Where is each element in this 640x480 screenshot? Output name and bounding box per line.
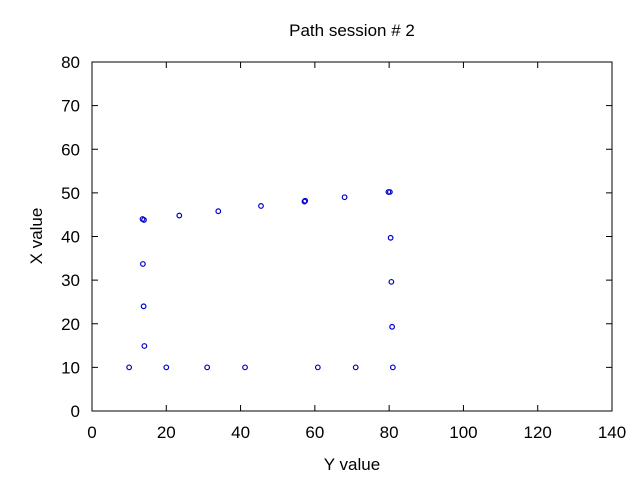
data-point bbox=[389, 364, 396, 371]
x-tick-label: 80 bbox=[380, 423, 399, 442]
plot-frame bbox=[91, 61, 613, 412]
x-tick-label: 20 bbox=[157, 423, 176, 442]
data-point bbox=[388, 278, 395, 285]
data-point bbox=[302, 197, 309, 204]
data-point bbox=[176, 212, 183, 219]
x-tick-label: 40 bbox=[231, 423, 250, 442]
x-tick-label: 60 bbox=[305, 423, 324, 442]
data-point bbox=[215, 208, 222, 215]
y-tick-label: 70 bbox=[61, 97, 80, 116]
x-tick-label: 140 bbox=[598, 423, 626, 442]
data-point bbox=[163, 364, 170, 371]
data-point bbox=[389, 323, 396, 330]
x-axis-ticks: 0 20 40 60 80 100 120 140 bbox=[87, 62, 626, 442]
y-tick-label: 20 bbox=[61, 315, 80, 334]
chart-title: Path session # 2 bbox=[289, 21, 415, 40]
y-tick-label: 60 bbox=[61, 140, 80, 159]
y-tick-label: 80 bbox=[61, 53, 80, 72]
data-point bbox=[126, 364, 133, 371]
data-point bbox=[385, 189, 392, 195]
data-point bbox=[314, 364, 321, 371]
y-axis-ticks: 0 10 20 30 40 50 60 70 80 bbox=[61, 53, 612, 421]
data-point bbox=[204, 364, 211, 371]
data-point bbox=[242, 364, 248, 371]
y-tick-label: 40 bbox=[61, 228, 80, 247]
y-tick-label: 50 bbox=[61, 184, 80, 203]
y-tick-label: 30 bbox=[61, 271, 80, 290]
data-point bbox=[352, 364, 359, 371]
x-tick-label: 120 bbox=[524, 423, 552, 442]
y-tick-label: 10 bbox=[61, 358, 80, 377]
data-point bbox=[258, 203, 264, 209]
x-axis-label: Y value bbox=[324, 455, 380, 474]
data-point bbox=[139, 261, 146, 267]
x-tick-label: 0 bbox=[87, 423, 96, 442]
x-tick-label: 100 bbox=[449, 423, 477, 442]
data-point bbox=[387, 234, 394, 241]
data-point bbox=[140, 303, 147, 310]
y-tick-label: 0 bbox=[71, 402, 80, 421]
y-axis-label: X value bbox=[27, 208, 46, 265]
data-point bbox=[139, 216, 146, 222]
data-points bbox=[126, 189, 396, 371]
data-point bbox=[341, 194, 348, 201]
data-point bbox=[141, 343, 148, 349]
